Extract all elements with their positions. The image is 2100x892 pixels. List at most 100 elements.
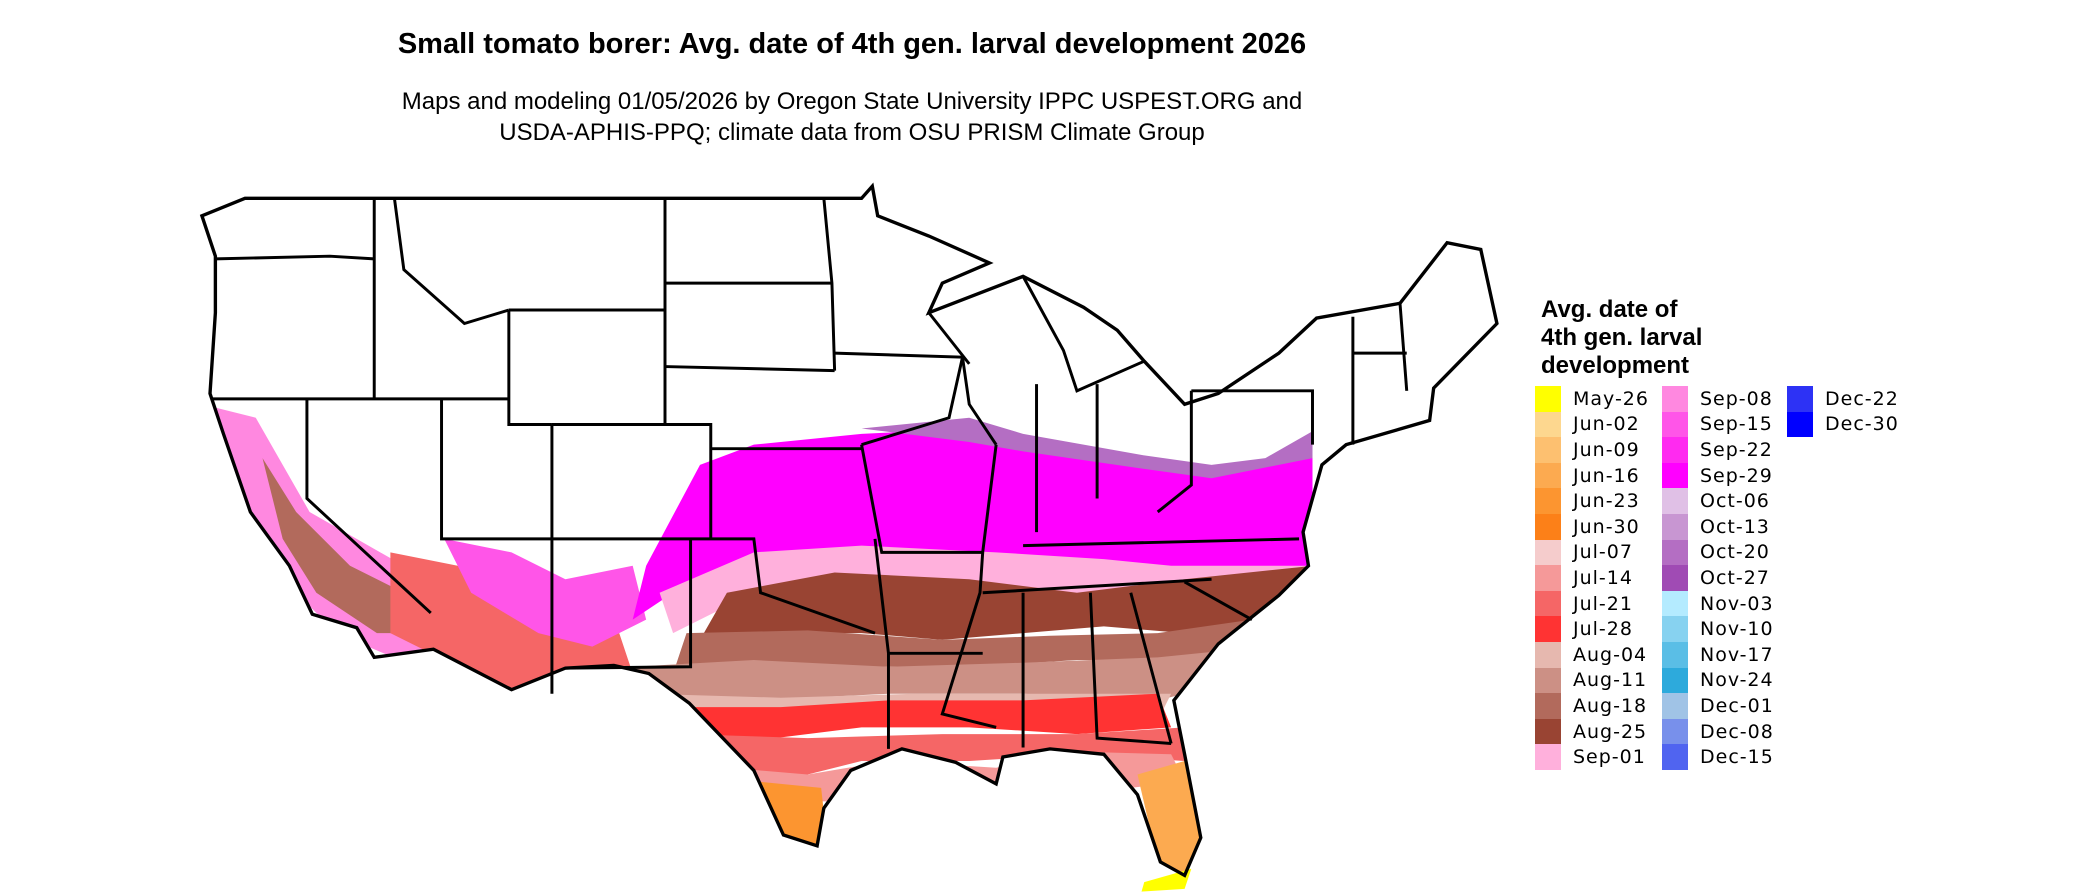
legend-swatch xyxy=(1535,462,1561,489)
legend-item: Oct-20 xyxy=(1662,539,1770,566)
state-borders xyxy=(211,198,1409,749)
legend-label: May-26 xyxy=(1573,387,1649,410)
legend-item: Nov-03 xyxy=(1662,590,1774,617)
legend-label: Dec-01 xyxy=(1700,694,1774,717)
legend-item: Jun-16 xyxy=(1535,462,1640,489)
legend-swatch xyxy=(1535,386,1561,412)
legend-label: Aug-18 xyxy=(1573,694,1648,717)
legend-swatch xyxy=(1535,667,1561,694)
legend-item: Jun-02 xyxy=(1535,411,1640,438)
legend-label: Jul-14 xyxy=(1573,566,1633,589)
map-subtitle: Maps and modeling 01/05/2026 by Oregon S… xyxy=(0,86,1704,148)
legend-swatch xyxy=(1787,386,1813,412)
legend-label: Oct-27 xyxy=(1700,566,1770,589)
legend-item: Sep-15 xyxy=(1662,411,1773,438)
legend-swatch xyxy=(1535,437,1561,463)
legend-label: Sep-08 xyxy=(1700,387,1773,410)
legend-label: Jul-07 xyxy=(1573,541,1633,564)
legend-swatch xyxy=(1662,462,1688,489)
legend-swatch xyxy=(1662,565,1688,591)
legend-item: May-26 xyxy=(1535,386,1649,412)
legend-swatch xyxy=(1662,590,1688,617)
legend-item: Aug-18 xyxy=(1535,693,1647,719)
legend-swatch xyxy=(1662,488,1688,514)
zone-aug25 xyxy=(700,565,1313,640)
legend-swatch xyxy=(1535,565,1561,591)
map-title: Small tomato borer: Avg. date of 4th gen… xyxy=(397,28,1307,60)
zone-florida xyxy=(1137,761,1205,876)
zone-oct-fringe xyxy=(861,417,1313,479)
legend-swatch xyxy=(1662,693,1688,719)
map-legend: Avg. date of 4th gen. larval development… xyxy=(1535,296,1898,770)
legend-item: Nov-17 xyxy=(1662,642,1774,668)
legend-label: Oct-13 xyxy=(1700,515,1770,538)
legend-swatch xyxy=(1662,642,1688,668)
legend-title: Avg. date of 4th gen. larval development xyxy=(1541,296,1702,380)
legend-label: Jun-30 xyxy=(1573,515,1640,538)
legend-label: Jun-02 xyxy=(1573,413,1640,436)
legend-item: Jul-21 xyxy=(1535,590,1633,617)
legend-item: Oct-27 xyxy=(1662,565,1770,591)
legend-swatch xyxy=(1535,411,1561,438)
legend-swatch xyxy=(1535,616,1561,642)
legend-swatch xyxy=(1535,590,1561,617)
legend-label: Sep-22 xyxy=(1700,438,1773,461)
florida-keys-zone xyxy=(1141,868,1192,892)
legend-swatch xyxy=(1662,386,1688,412)
legend-swatch xyxy=(1787,411,1813,438)
legend-item: Aug-04 xyxy=(1535,642,1647,668)
legend-swatch xyxy=(1535,718,1561,745)
legend-label: Jul-28 xyxy=(1573,618,1633,641)
legend-label: Dec-22 xyxy=(1825,387,1899,410)
legend-label: Nov-24 xyxy=(1700,669,1774,692)
legend-item: Dec-30 xyxy=(1787,411,1899,438)
zone-ca-valley xyxy=(262,458,425,634)
legend-label: Dec-30 xyxy=(1825,413,1899,436)
legend-item: Jul-28 xyxy=(1535,616,1633,642)
legend-item: Jun-09 xyxy=(1535,437,1640,463)
legend-items: May-26 Jun-02 Jun-09 Jun-16 Jun-23 Jun-30 Jul-… xyxy=(1535,386,1935,786)
legend-item: Sep-01 xyxy=(1535,744,1646,770)
legend-item: Jun-30 xyxy=(1535,514,1640,540)
legend-label: Sep-29 xyxy=(1700,464,1773,487)
legend-item: Dec-01 xyxy=(1662,693,1774,719)
legend-item: Oct-13 xyxy=(1662,514,1770,540)
legend-swatch xyxy=(1535,744,1561,770)
legend-label: Jun-09 xyxy=(1573,438,1640,461)
legend-label: Oct-06 xyxy=(1700,490,1770,513)
legend-item: Nov-24 xyxy=(1662,667,1774,694)
legend-swatch xyxy=(1662,616,1688,642)
legend-label: Nov-03 xyxy=(1700,592,1774,615)
legend-item: Sep-08 xyxy=(1662,386,1773,412)
legend-item: Aug-11 xyxy=(1535,667,1648,694)
zone-aug11 xyxy=(632,649,1239,701)
legend-title-line-2: 4th gen. larval xyxy=(1541,324,1703,351)
legend-swatch xyxy=(1662,744,1688,770)
legend-label: Nov-17 xyxy=(1700,643,1774,666)
legend-item: Sep-29 xyxy=(1662,462,1773,489)
legend-item: Jun-23 xyxy=(1535,488,1640,514)
legend-label: Sep-15 xyxy=(1700,413,1773,436)
legend-label: Sep-01 xyxy=(1573,746,1646,769)
zone-mid-magenta xyxy=(632,428,1313,620)
legend-item: Jul-07 xyxy=(1535,539,1633,566)
legend-swatch xyxy=(1662,718,1688,745)
legend-item: Oct-06 xyxy=(1662,488,1770,514)
legend-swatch xyxy=(1662,437,1688,463)
legend-swatch xyxy=(1535,514,1561,540)
subtitle-line-2: USDA-APHIS-PPQ; climate data from OSU PR… xyxy=(499,119,1205,146)
legend-label: Nov-10 xyxy=(1700,618,1774,641)
legend-swatch xyxy=(1662,514,1688,540)
legend-item: Aug-25 xyxy=(1535,718,1647,745)
legend-swatch xyxy=(1535,539,1561,566)
legend-label: Jun-16 xyxy=(1573,464,1640,487)
legend-swatch xyxy=(1662,667,1688,694)
legend-label: Dec-08 xyxy=(1700,720,1774,743)
subtitle-line-1: Maps and modeling 01/05/2026 by Oregon S… xyxy=(401,88,1303,115)
legend-label: Dec-15 xyxy=(1700,746,1774,769)
legend-title-line-1: Avg. date of xyxy=(1541,296,1678,323)
legend-item: Nov-10 xyxy=(1662,616,1774,642)
legend-label: Jul-21 xyxy=(1573,592,1633,615)
legend-label: Aug-11 xyxy=(1573,669,1648,692)
